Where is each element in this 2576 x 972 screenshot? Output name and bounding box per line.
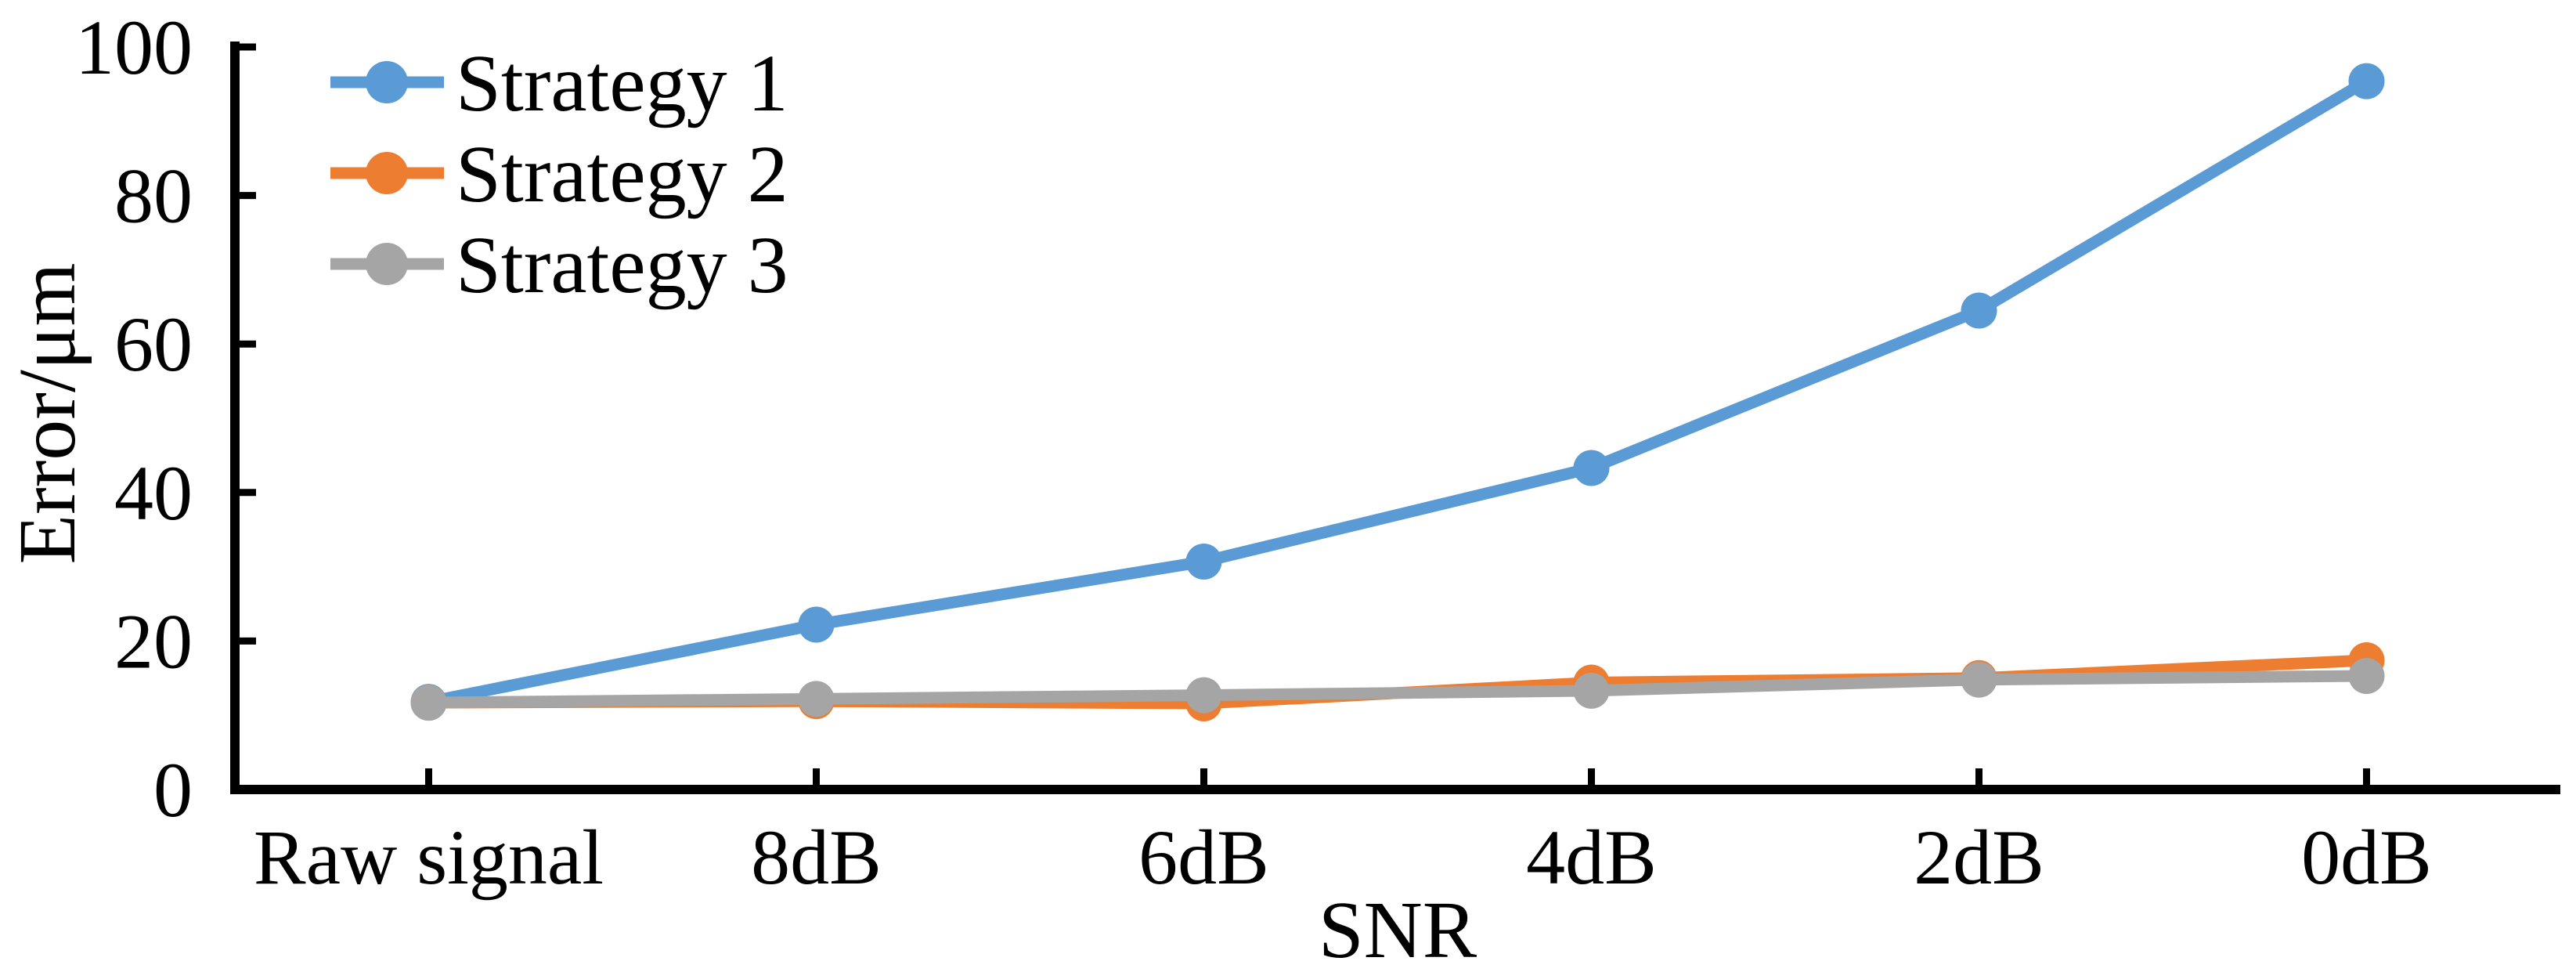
x-tick-label: Raw signal — [254, 814, 604, 901]
data-point-marker — [1961, 292, 1997, 329]
x-tick-label: 6dB — [1138, 814, 1269, 901]
y-tick-label: 20 — [114, 598, 193, 685]
x-tick-label: 8dB — [751, 814, 882, 901]
legend-item: Strategy 1 — [330, 38, 788, 128]
y-tick-label: 0 — [153, 746, 193, 833]
x-tick-label: 4dB — [1526, 814, 1657, 901]
y-axis-title: Error/μm — [2, 263, 92, 565]
legend-label: Strategy 2 — [456, 129, 788, 219]
series-line — [423, 670, 2372, 709]
data-point-marker — [410, 685, 447, 721]
legend-label: Strategy 1 — [456, 38, 788, 128]
chart-root: 0 20 40 60 80 100 Raw signal 8dB 6dB 4dB 2dB 0dB Str… — [75, 4, 2560, 901]
legend-marker-icon — [366, 61, 408, 103]
series-line — [423, 75, 2372, 708]
legend-marker-icon — [366, 243, 408, 285]
legend-item: Strategy 2 — [330, 129, 788, 219]
data-point-marker — [1185, 677, 1222, 714]
data-point-marker — [2348, 63, 2385, 99]
y-tick-label: 80 — [114, 153, 193, 240]
x-tick-label: 0dB — [2301, 814, 2432, 901]
series-3 — [410, 657, 2385, 721]
axes: 0 20 40 60 80 100 Raw signal 8dB 6dB 4dB 2dB 0dB — [75, 4, 2560, 901]
y-tick-label: 100 — [75, 4, 193, 91]
series-1 — [410, 63, 2385, 721]
data-point-marker — [1573, 672, 1610, 709]
y-tick-label: 40 — [114, 450, 193, 537]
legend-item: Strategy 3 — [330, 220, 788, 310]
data-point-marker — [798, 681, 835, 717]
data-point-marker — [798, 606, 835, 643]
data-point-marker — [1573, 450, 1610, 486]
data-point-marker — [1961, 661, 1997, 698]
x-tick-label: 2dB — [1914, 814, 2044, 901]
legend-label: Strategy 3 — [456, 220, 788, 310]
data-point-marker — [2348, 657, 2385, 694]
legend-marker-icon — [366, 152, 408, 194]
data-point-marker — [1185, 543, 1222, 580]
y-tick-label: 60 — [114, 301, 193, 388]
x-axis-title: SNR — [1319, 885, 1477, 968]
